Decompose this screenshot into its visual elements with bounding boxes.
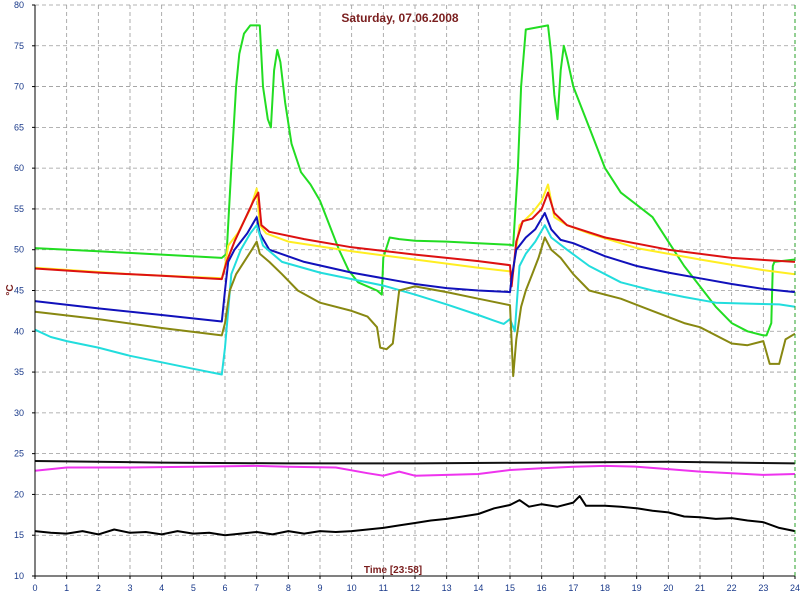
x-tick-label: 3 <box>127 583 132 593</box>
x-tick-label: 20 <box>663 583 673 593</box>
y-tick-label: 60 <box>14 163 24 173</box>
x-tick-label: 13 <box>442 583 452 593</box>
chart-title: Saturday, 07.06.2008 <box>341 11 459 25</box>
y-axis-label: °C <box>5 284 16 295</box>
y-tick-label: 40 <box>14 326 24 336</box>
x-axis-label: Time [23:58] <box>364 565 422 576</box>
x-tick-label: 9 <box>317 583 322 593</box>
x-tick-label: 19 <box>632 583 642 593</box>
x-tick-label: 8 <box>286 583 291 593</box>
x-tick-label: 5 <box>191 583 196 593</box>
x-tick-label: 14 <box>473 583 483 593</box>
x-tick-label: 11 <box>379 583 388 593</box>
x-tick-label: 24 <box>790 583 800 593</box>
x-tick-label: 10 <box>347 583 357 593</box>
y-tick-label: 70 <box>14 82 24 92</box>
y-tick-label: 35 <box>14 367 24 377</box>
x-tick-label: 2 <box>96 583 101 593</box>
x-tick-label: 0 <box>32 583 37 593</box>
y-tick-label: 15 <box>14 530 24 540</box>
x-tick-label: 4 <box>159 583 164 593</box>
y-tick-label: 80 <box>14 0 24 10</box>
x-tick-label: 17 <box>568 583 578 593</box>
x-tick-label: 23 <box>758 583 768 593</box>
x-tick-label: 21 <box>695 583 705 593</box>
x-tick-label: 16 <box>537 583 547 593</box>
y-tick-label: 50 <box>14 245 24 255</box>
y-tick-label: 25 <box>14 449 24 459</box>
x-tick-label: 7 <box>254 583 259 593</box>
y-tick-label: 65 <box>14 122 24 132</box>
y-tick-label: 75 <box>14 41 24 51</box>
x-tick-label: 15 <box>505 583 515 593</box>
y-tick-label: 55 <box>14 204 24 214</box>
x-tick-label: 12 <box>410 583 420 593</box>
y-tick-label: 30 <box>14 408 24 418</box>
y-tick-label: 20 <box>14 489 24 499</box>
y-tick-label: 10 <box>14 571 24 581</box>
x-tick-label: 18 <box>600 583 610 593</box>
x-tick-label: 22 <box>727 583 737 593</box>
x-tick-label: 1 <box>64 583 69 593</box>
x-tick-label: 6 <box>222 583 227 593</box>
